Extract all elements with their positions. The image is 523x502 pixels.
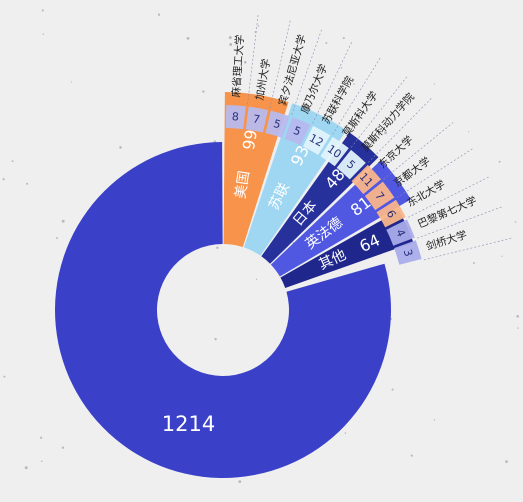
background-dot xyxy=(433,83,436,85)
breakdown-separator xyxy=(350,75,408,148)
background-dot xyxy=(61,219,65,223)
background-dot xyxy=(517,327,519,329)
breakdown-separator xyxy=(417,206,503,239)
background-dot xyxy=(340,66,343,69)
background-dot xyxy=(514,221,517,223)
background-dot xyxy=(292,241,294,244)
breakdown-slices xyxy=(225,14,513,265)
breakdown-separator xyxy=(291,28,323,115)
background-dot xyxy=(501,255,503,257)
breakdown-name-label: 康乃尔大学 xyxy=(298,62,330,115)
breakdown-value-label: 7 xyxy=(252,112,261,126)
breakdown-value-label: 5 xyxy=(291,124,302,139)
breakdown-value-label: 8 xyxy=(231,110,239,123)
breakdown-name-label: 京都大学 xyxy=(391,154,433,189)
background-dot xyxy=(433,419,436,421)
breakdown-separator xyxy=(312,41,353,124)
breakdown-name-label: 宾夕法尼亚大学 xyxy=(276,33,309,107)
breakdown-value-label: 4 xyxy=(393,227,408,239)
background-dot xyxy=(391,388,394,391)
background-dot xyxy=(39,436,43,439)
slice-value-label: 99 xyxy=(239,128,261,151)
slice-5 xyxy=(280,210,414,288)
breakdown-separator xyxy=(383,121,455,180)
background-dot xyxy=(41,9,44,12)
background-dot xyxy=(40,460,43,463)
background-dot xyxy=(70,81,73,83)
background-dot xyxy=(353,83,355,85)
background-dot xyxy=(238,480,242,483)
background-dot xyxy=(498,160,501,163)
background-dot xyxy=(243,60,247,64)
breakdown-separator xyxy=(407,176,490,218)
breakdown-name-label: 东北大学 xyxy=(404,177,447,209)
breakdown-value-label: 5 xyxy=(272,117,282,131)
main-slices xyxy=(54,92,414,478)
breakdown-name-label: 麻省理工大学 xyxy=(230,34,247,98)
background-dot xyxy=(228,36,232,40)
breakdown-slice xyxy=(376,199,406,228)
background-dot xyxy=(214,337,217,341)
breakdown-slice xyxy=(302,125,331,155)
background-dot xyxy=(410,454,413,457)
breakdown-separator xyxy=(332,57,381,135)
background-dot xyxy=(384,131,388,135)
breakdown-slice xyxy=(225,105,246,130)
background-dot xyxy=(61,446,65,449)
breakdown-slice xyxy=(351,164,382,195)
breakdown-separator xyxy=(367,97,433,163)
background-dot xyxy=(403,174,406,177)
background-dot xyxy=(255,278,258,280)
background-dot xyxy=(202,90,205,93)
background-dot xyxy=(186,37,190,40)
background-dot xyxy=(157,13,161,16)
background-dot xyxy=(26,182,29,185)
background-dot xyxy=(257,25,260,27)
background-dot xyxy=(472,262,475,264)
background-dot xyxy=(342,37,345,40)
breakdown-slice xyxy=(245,106,269,133)
background-dot xyxy=(344,432,347,434)
breakdown-slice xyxy=(265,110,290,138)
background-dot xyxy=(11,160,14,163)
breakdown-slice xyxy=(336,149,366,180)
background-dot xyxy=(505,460,508,463)
slice-name-label: 美国 xyxy=(233,170,253,200)
background-dot xyxy=(56,237,58,240)
breakdown-slice xyxy=(386,219,415,246)
background-dot xyxy=(42,33,45,35)
breakdown-value-label: 3 xyxy=(401,248,415,259)
background-dot xyxy=(234,44,237,46)
background-dot xyxy=(516,314,520,318)
breakdown-separator xyxy=(269,19,291,109)
background-dot xyxy=(24,466,28,470)
background-dot xyxy=(119,146,122,149)
background-dot xyxy=(229,43,233,46)
background-dot xyxy=(3,375,6,378)
breakdown-value-label: 12 xyxy=(307,131,326,149)
background-dot xyxy=(468,131,470,133)
breakdown-name-label: 剑桥大学 xyxy=(424,228,468,253)
background-dot xyxy=(325,42,328,44)
breakdown-separator xyxy=(247,14,259,105)
breakdown-separator xyxy=(423,237,513,261)
breakdown-slice xyxy=(284,117,311,146)
breakdown-slice xyxy=(320,136,349,167)
background-dot xyxy=(2,178,5,181)
background-dot xyxy=(216,246,219,250)
breakdown-name-label: 加州大学 xyxy=(253,58,273,102)
breakdown-slice xyxy=(364,181,395,211)
breakdown-separator xyxy=(396,147,474,198)
slice-main-total xyxy=(54,142,391,478)
background-dot xyxy=(461,233,464,236)
slice-value-label: 1214 xyxy=(162,412,215,436)
breakdown-slice xyxy=(394,240,422,265)
